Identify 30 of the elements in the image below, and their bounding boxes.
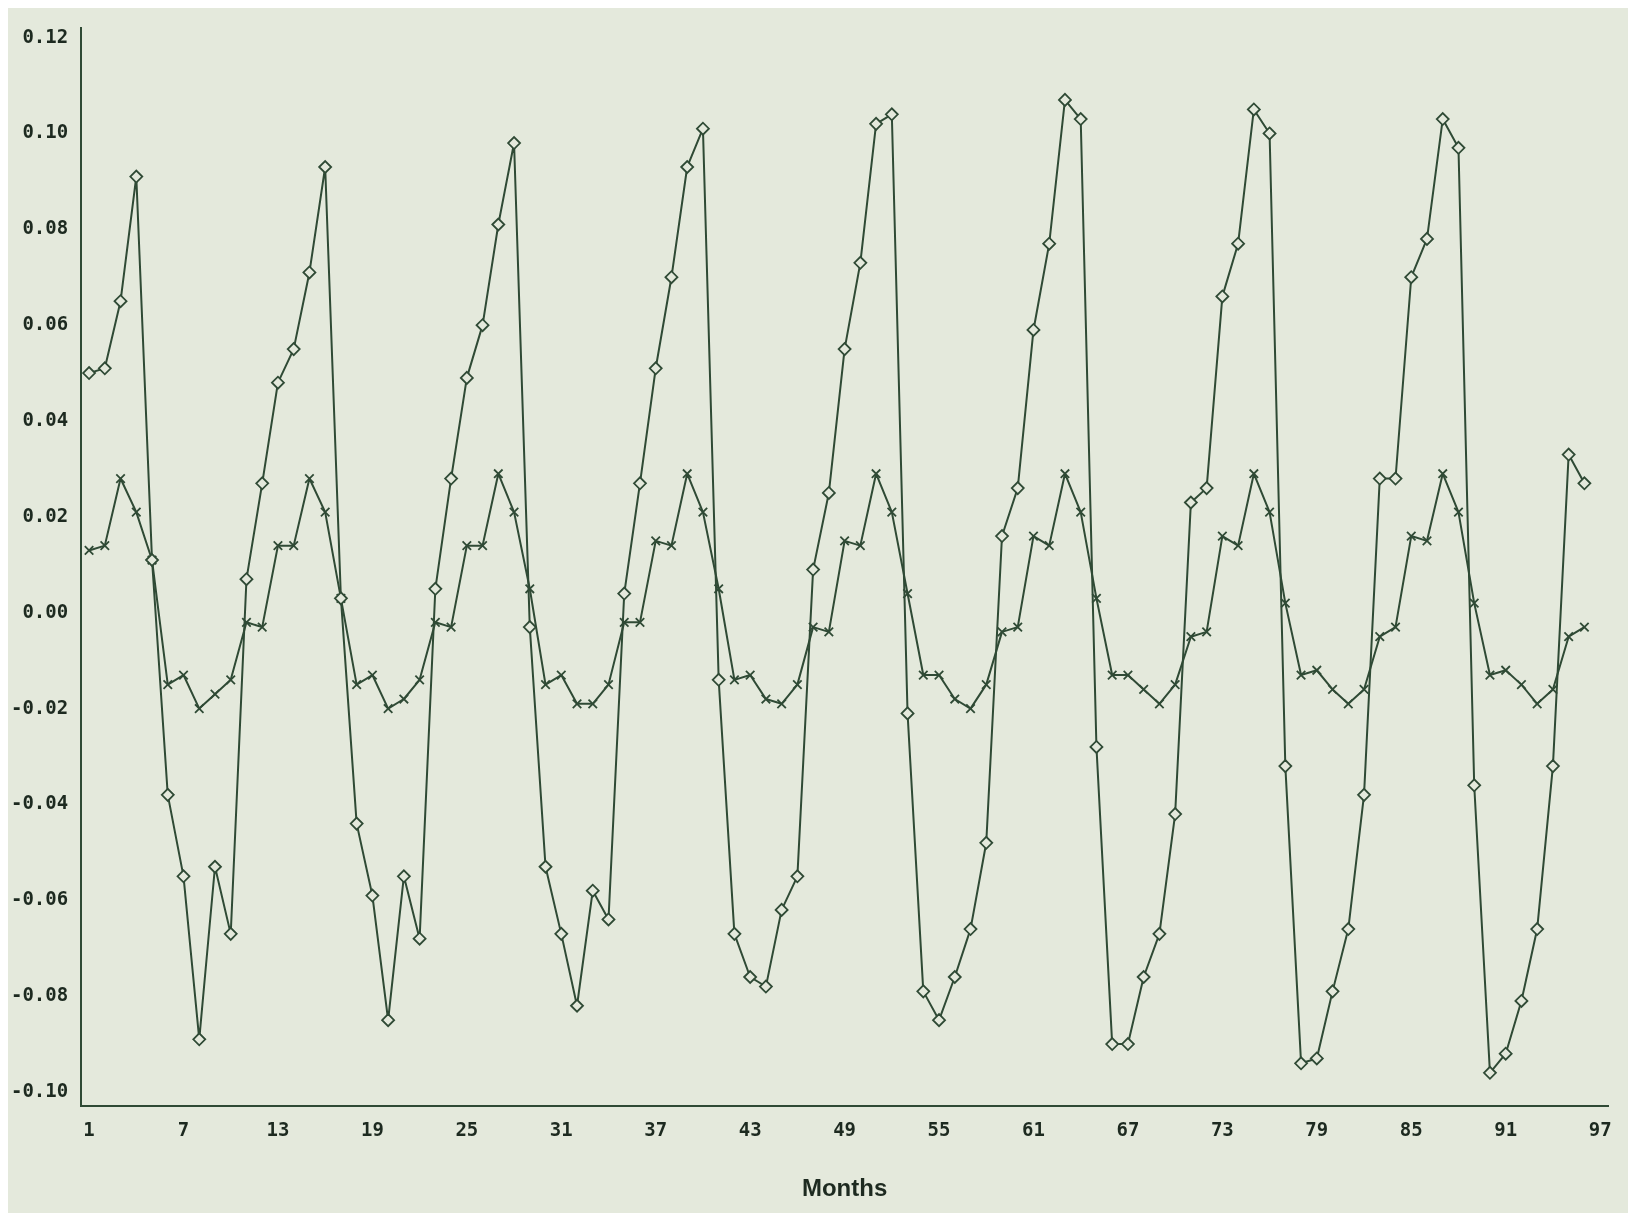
x-tick-label: 61 <box>1022 1117 1045 1140</box>
x-tick-label: 25 <box>455 1117 479 1140</box>
x-tick-label: 19 <box>360 1117 384 1140</box>
y-tick-label: -0.10 <box>10 1078 69 1101</box>
x-tick-label: 97 <box>1588 1117 1612 1140</box>
y-tick-label: 0.00 <box>22 599 69 622</box>
x-axis-title: Months <box>801 1174 888 1202</box>
y-tick-label: 0.02 <box>22 503 69 526</box>
x-tick-label: 91 <box>1494 1117 1518 1140</box>
y-tick-label: -0.08 <box>10 983 69 1006</box>
y-tick-label: -0.06 <box>10 887 69 910</box>
x-tick-label: 7 <box>177 1117 190 1140</box>
x-tick-label: 55 <box>927 1117 951 1140</box>
y-tick-label: 0.06 <box>22 312 69 335</box>
y-tick-label: -0.02 <box>10 695 69 718</box>
x-tick-label: 85 <box>1399 1117 1423 1140</box>
y-tick-label: 0.08 <box>22 216 69 239</box>
x-tick-label: 13 <box>266 1117 290 1140</box>
y-tick-label: 0.04 <box>22 407 69 430</box>
x-tick-label: 67 <box>1116 1117 1140 1140</box>
x-tick-label: 73 <box>1210 1117 1234 1140</box>
x-tick-label: 49 <box>833 1117 857 1140</box>
x-tick-label: 31 <box>549 1117 573 1140</box>
y-tick-label: 0.12 <box>22 24 69 47</box>
y-tick-label: 0.10 <box>22 120 69 143</box>
y-tick-label: -0.04 <box>10 791 69 814</box>
x-tick-label: 37 <box>644 1117 668 1140</box>
x-tick-label: 1 <box>83 1117 95 1140</box>
x-tick-label: 43 <box>738 1117 762 1140</box>
x-tick-label: 79 <box>1305 1117 1329 1140</box>
